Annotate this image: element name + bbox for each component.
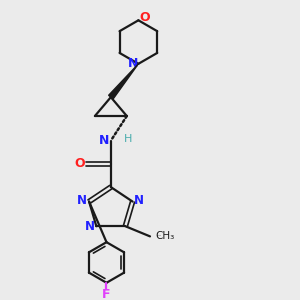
- Text: CH₃: CH₃: [155, 230, 175, 241]
- Text: H: H: [124, 134, 132, 144]
- Text: N: N: [99, 134, 110, 147]
- Text: N: N: [77, 194, 87, 207]
- Text: N: N: [134, 194, 143, 207]
- Text: methyl: methyl: [157, 234, 162, 236]
- Text: O: O: [74, 158, 85, 170]
- Polygon shape: [109, 64, 138, 99]
- Text: F: F: [102, 288, 111, 300]
- Text: N: N: [128, 57, 138, 70]
- Text: N: N: [85, 220, 95, 233]
- Text: O: O: [140, 11, 150, 25]
